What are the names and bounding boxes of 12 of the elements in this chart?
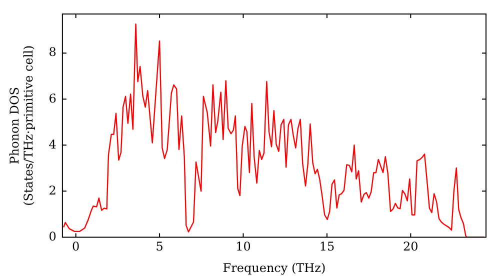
- y-tick-label: 4: [48, 137, 57, 152]
- x-tick-label: 10: [236, 240, 251, 254]
- x-tick-label: 5: [156, 240, 164, 254]
- x-axis-title: Frequency (THz): [222, 260, 326, 275]
- y-axis-title: Phonon DOS (States/THz·primitive cell): [7, 45, 36, 206]
- y-tick-label: 2: [48, 183, 56, 198]
- y-tick-label: 8: [48, 45, 56, 60]
- y-tick-label: 0: [48, 229, 56, 244]
- x-tick-label: 0: [72, 240, 80, 254]
- x-tick-label: 20: [403, 240, 418, 254]
- y-tick-label: 6: [48, 91, 56, 106]
- x-tick-label: 15: [319, 240, 335, 254]
